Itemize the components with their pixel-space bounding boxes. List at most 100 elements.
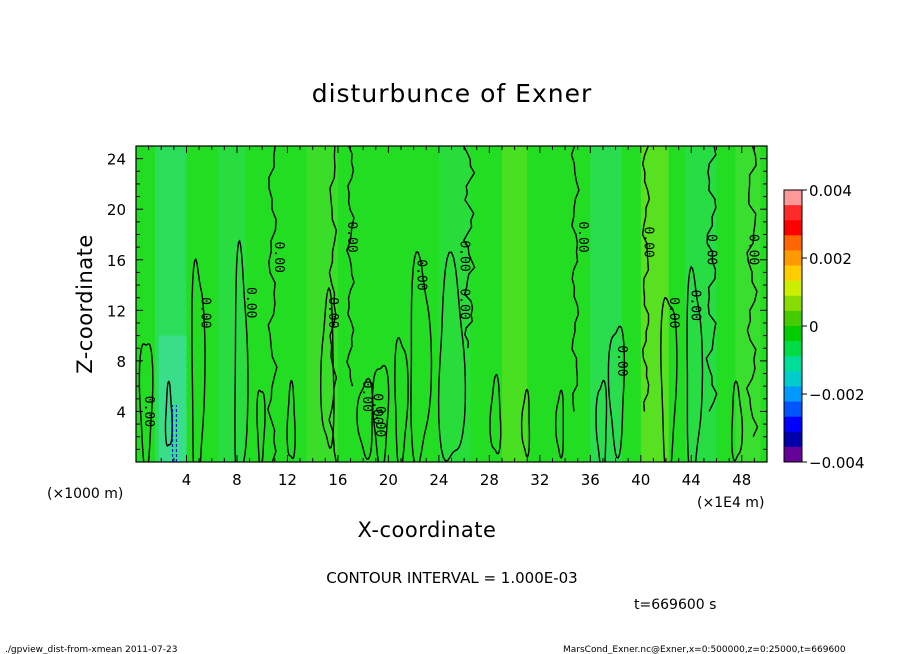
chart-title: disturbunce of Exner xyxy=(312,79,593,108)
colorbar-swatch-9 xyxy=(784,326,802,342)
contour-tall-5 xyxy=(641,146,651,412)
contour-label-16: 0.00 xyxy=(687,290,702,321)
x-tick-label-32: 32 xyxy=(530,471,549,489)
field-shading xyxy=(154,146,761,462)
colorbar-swatch-17 xyxy=(784,446,802,463)
y-tick-label-12: 12 xyxy=(107,302,126,320)
colorbar-swatch-7 xyxy=(784,295,802,312)
contour-label-9: 0.00 xyxy=(413,259,428,290)
colorbar-swatch-15 xyxy=(784,416,802,433)
contour-label-7: 0.00 xyxy=(369,393,384,424)
contour-loop-13 xyxy=(660,296,678,462)
colorbar-swatch-8 xyxy=(784,310,802,327)
colorbar-swatch-14 xyxy=(784,401,802,417)
colorbar-swatch-5 xyxy=(784,265,802,281)
colorbar-swatch-2 xyxy=(784,220,802,236)
contour-label-17: 0.00 xyxy=(704,234,719,265)
contour-label-18: 0.00 xyxy=(745,234,760,265)
contour-label-0: 0.00 xyxy=(141,396,156,427)
x-tick-label-36: 36 xyxy=(581,471,600,489)
contour-label-12: 0.00 xyxy=(575,221,590,252)
contour-interval-text: CONTOUR INTERVAL = 1.000E-03 xyxy=(326,569,577,587)
y-tick-label-4: 4 xyxy=(116,403,126,421)
contour-negative xyxy=(172,405,177,462)
y-axis-title: Z-coordinate xyxy=(73,234,97,374)
contour-tall-4 xyxy=(570,146,580,412)
contour-tall-2 xyxy=(346,146,355,387)
colorbar-swatch-13 xyxy=(784,386,802,402)
contour-tall-7 xyxy=(745,146,759,437)
contour-label-1: 0.00 xyxy=(198,297,213,328)
contour-loop-8 xyxy=(410,251,433,462)
colorbar-swatch-1 xyxy=(784,205,802,221)
contour-loop-16 xyxy=(286,379,296,460)
x-tick-label-12: 12 xyxy=(278,471,297,489)
y-tick-label-24: 24 xyxy=(107,151,126,169)
contour-label-11: 0.00 xyxy=(456,288,471,319)
contour-tall-3 xyxy=(462,146,476,349)
colorbar-swatch-11 xyxy=(784,356,802,372)
contour-label-8: 0.00 xyxy=(372,406,387,437)
x-tick-label-24: 24 xyxy=(429,471,448,489)
contour-tall-6 xyxy=(705,146,718,412)
contour-label-5: 0.00 xyxy=(344,221,359,252)
contour-loop-14 xyxy=(686,265,704,462)
contour-tall-0 xyxy=(267,146,278,462)
y-tick-label-8: 8 xyxy=(116,353,126,371)
colorbar-label-0: 0.004 xyxy=(809,182,852,200)
footer-left: ./gpview_dist-from-xmean 2011-07-23 xyxy=(5,645,177,654)
colorbar-swatch-4 xyxy=(784,250,802,266)
contour-loop-6 xyxy=(371,364,390,462)
contour-tall-1 xyxy=(328,146,338,462)
x-tick-label-20: 20 xyxy=(379,471,398,489)
field-shade-8 xyxy=(735,146,761,462)
colorbar-swatch-12 xyxy=(784,371,802,387)
contour-label-6: 0.00 xyxy=(359,381,374,412)
contour-label-13: 0.00 xyxy=(614,345,629,376)
colorbar-swatch-10 xyxy=(784,341,802,357)
x-unit-label: (×1000 m) xyxy=(47,486,123,502)
contour-loop-15 xyxy=(730,380,744,462)
contour-loop-17 xyxy=(520,388,531,458)
x-tick-label-44: 44 xyxy=(682,471,701,489)
plot-area: 0.000.00 0.000.000.000.000.000.000.000.00… xyxy=(135,145,768,463)
x-axis: 4 8 12 16 20 24 28 32 36 40 44 48 xyxy=(135,146,768,489)
colorbar-swatch-0 xyxy=(784,190,802,206)
contour-labels: 0.000.00 0.000.000.000.000.000.000.000.00… xyxy=(141,221,760,437)
colorbar-label-2: 0 xyxy=(809,318,819,336)
contour-label-3: 0.00 xyxy=(271,242,286,273)
x-tick-label-40: 40 xyxy=(631,471,650,489)
contour-loop-5 xyxy=(356,377,374,460)
contour-label-10: 0.00 xyxy=(456,240,471,271)
contour-lines xyxy=(138,146,759,462)
field-shade-6 xyxy=(640,146,669,462)
colorbar-swatch-3 xyxy=(784,235,802,251)
x-tick-label-48: 48 xyxy=(732,471,751,489)
colorbar-label-3: −0.002 xyxy=(809,386,865,404)
x-axis-title: X-coordinate xyxy=(358,518,497,542)
contour-label-2: 0.00 xyxy=(243,287,258,318)
x-tick-label-4: 4 xyxy=(182,471,192,489)
contour-loop-10 xyxy=(489,373,502,455)
contour-label-14: 0.00 xyxy=(641,226,656,257)
contour-label-15: 0.00 xyxy=(666,297,681,328)
x-tick-label-28: 28 xyxy=(480,471,499,489)
contour-loop-12 xyxy=(607,325,626,459)
y-tick-label-20: 20 xyxy=(107,201,126,219)
contour-loop-2 xyxy=(234,239,249,462)
contour-loop-19 xyxy=(256,389,266,462)
contour-loop-1 xyxy=(191,257,206,462)
contour-label-4: 0.00 xyxy=(325,297,340,328)
x-tick-label-8: 8 xyxy=(232,471,242,489)
x-tick-label-16: 16 xyxy=(328,471,347,489)
y-tick-label-16: 16 xyxy=(107,252,126,270)
field-shade-1 xyxy=(218,146,246,462)
contour-loop-11 xyxy=(554,389,564,459)
plot-background xyxy=(136,146,767,462)
colorbar-swatch-16 xyxy=(784,431,802,448)
contour-loop-7 xyxy=(394,337,409,462)
contour-loop-9 xyxy=(437,251,467,462)
y-axis: 4 8 12 16 20 24 xyxy=(107,145,767,463)
colorbar: 0.004 0.002 0 −0.002 −0.004 xyxy=(783,182,865,472)
